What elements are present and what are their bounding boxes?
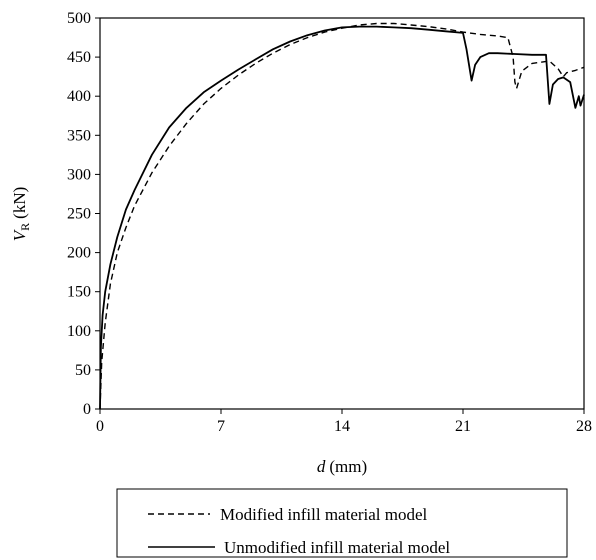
y-tick-label: 500: [67, 10, 91, 27]
series-layer: [99, 22, 585, 410]
x-axis-title: d (mm): [317, 457, 367, 476]
y-tick-label: 150: [67, 284, 91, 301]
y-tick-label: 400: [67, 88, 91, 105]
x-tick-label: 14: [334, 418, 350, 435]
y-tick-label: 100: [67, 323, 91, 340]
series-line-unmodified: [99, 25, 585, 410]
y-tick-label: 200: [67, 245, 91, 262]
y-tick-label: 300: [67, 166, 91, 183]
series-line-modified: [99, 22, 585, 410]
legend-label-modified: Modified infill material model: [220, 505, 428, 524]
y-tick-label: 450: [67, 49, 91, 66]
legend-label-unmodified: Unmodified infill material model: [224, 538, 450, 557]
x-tick-label: 21: [455, 418, 471, 435]
y-axis-title: VR(kN): [10, 187, 32, 242]
plot-area-border: [99, 17, 585, 410]
y-tick-label: 0: [83, 401, 91, 418]
x-tick-label: 0: [96, 418, 104, 435]
x-tick-label: 7: [217, 418, 225, 435]
x-tick-label: 28: [576, 418, 592, 435]
legend: Modified infill material model Unmodifie…: [116, 488, 568, 558]
legend-box: [116, 488, 568, 558]
axis-layer: 0 7 14 21 28 0 50 100 150 200 250 300 350 400 450 500: [67, 10, 592, 435]
y-tick-label: 250: [67, 206, 91, 223]
y-tick-label: 350: [67, 127, 91, 144]
y-tick-label: 50: [75, 362, 91, 379]
